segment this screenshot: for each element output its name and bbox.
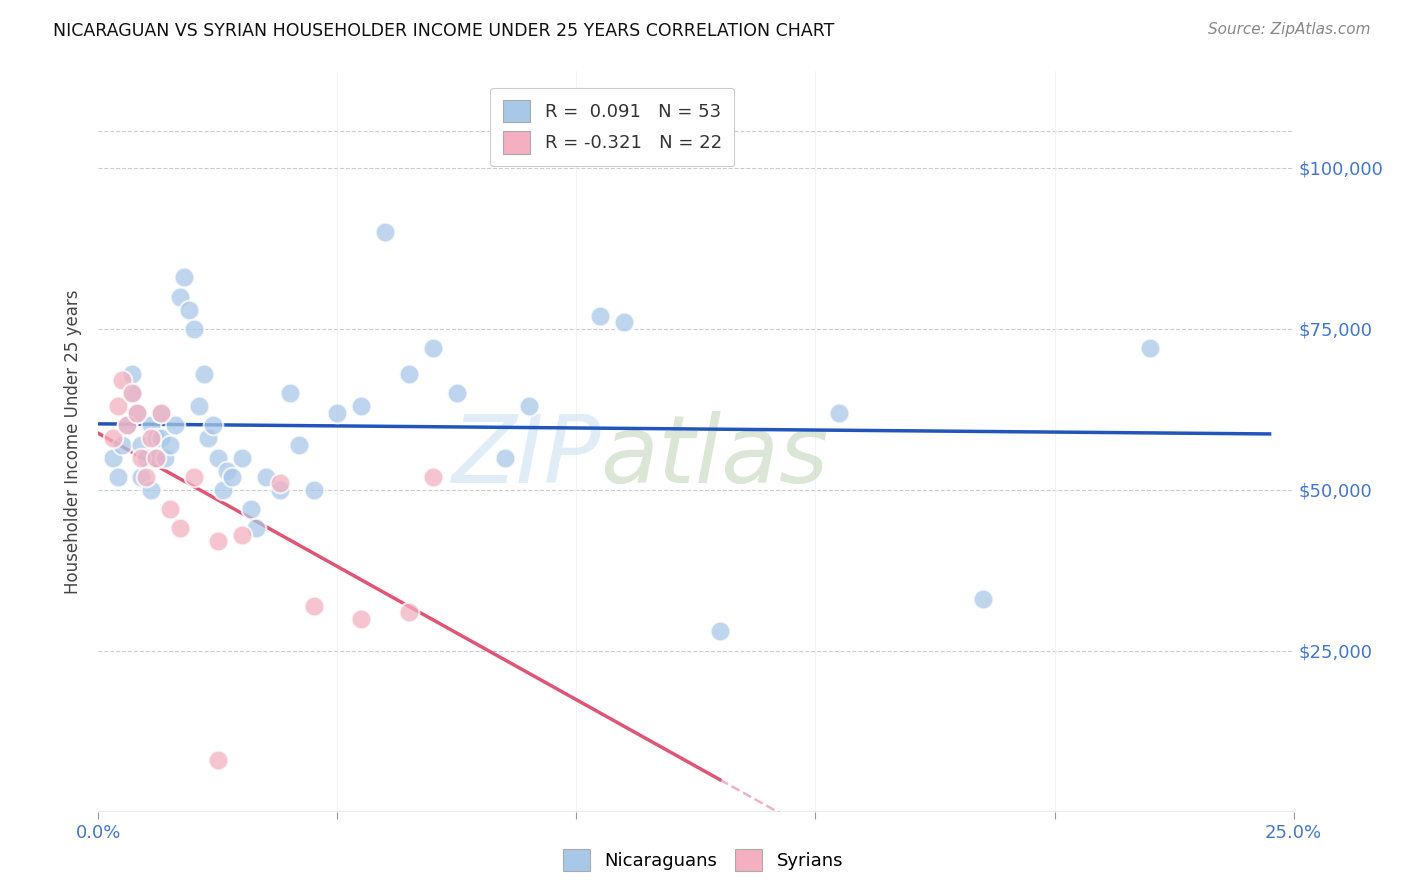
- Point: [149, 406, 172, 420]
- Point: [221, 470, 243, 484]
- Point: [269, 483, 291, 497]
- Point: [197, 431, 219, 445]
- Point: [139, 431, 162, 445]
- Point: [245, 521, 267, 535]
- Point: [207, 450, 229, 465]
- Point: [269, 476, 291, 491]
- Point: [183, 322, 205, 336]
- Point: [207, 534, 229, 549]
- Point: [193, 367, 215, 381]
- Y-axis label: Householder Income Under 25 years: Householder Income Under 25 years: [65, 289, 83, 594]
- Point: [159, 438, 181, 452]
- Point: [169, 290, 191, 304]
- Point: [1139, 341, 1161, 355]
- Point: [202, 418, 225, 433]
- Point: [446, 386, 468, 401]
- Point: [111, 438, 134, 452]
- Point: [131, 450, 153, 465]
- Point: [422, 341, 444, 355]
- Point: [709, 624, 731, 639]
- Point: [121, 386, 143, 401]
- Point: [107, 399, 129, 413]
- Point: [422, 470, 444, 484]
- Point: [125, 406, 148, 420]
- Point: [517, 399, 540, 413]
- Point: [302, 599, 325, 613]
- Point: [187, 399, 209, 413]
- Point: [131, 438, 153, 452]
- Point: [145, 431, 167, 445]
- Point: [278, 386, 301, 401]
- Point: [149, 406, 172, 420]
- Point: [207, 753, 229, 767]
- Point: [288, 438, 311, 452]
- Point: [350, 611, 373, 625]
- Point: [217, 463, 239, 477]
- Point: [302, 483, 325, 497]
- Point: [139, 418, 162, 433]
- Point: [107, 470, 129, 484]
- Point: [145, 450, 167, 465]
- Point: [115, 418, 138, 433]
- Point: [828, 406, 851, 420]
- Point: [350, 399, 373, 413]
- Point: [173, 270, 195, 285]
- Point: [145, 450, 167, 465]
- Point: [398, 367, 420, 381]
- Point: [159, 502, 181, 516]
- Text: NICARAGUAN VS SYRIAN HOUSEHOLDER INCOME UNDER 25 YEARS CORRELATION CHART: NICARAGUAN VS SYRIAN HOUSEHOLDER INCOME …: [53, 22, 835, 40]
- Point: [163, 418, 186, 433]
- Text: ZIP: ZIP: [451, 411, 600, 502]
- Legend: R =  0.091   N = 53, R = -0.321   N = 22: R = 0.091 N = 53, R = -0.321 N = 22: [491, 87, 734, 166]
- Point: [101, 450, 124, 465]
- Point: [398, 605, 420, 619]
- Point: [183, 470, 205, 484]
- Point: [115, 418, 138, 433]
- Point: [125, 406, 148, 420]
- Point: [613, 315, 636, 329]
- Point: [240, 502, 263, 516]
- Point: [155, 450, 177, 465]
- Point: [169, 521, 191, 535]
- Point: [972, 592, 994, 607]
- Point: [135, 450, 157, 465]
- Point: [101, 431, 124, 445]
- Legend: Nicaraguans, Syrians: Nicaraguans, Syrians: [555, 842, 851, 879]
- Point: [589, 309, 612, 323]
- Point: [121, 386, 143, 401]
- Point: [149, 431, 172, 445]
- Point: [374, 225, 396, 239]
- Point: [494, 450, 516, 465]
- Point: [231, 528, 253, 542]
- Point: [121, 367, 143, 381]
- Point: [111, 373, 134, 387]
- Point: [179, 302, 201, 317]
- Point: [231, 450, 253, 465]
- Point: [135, 470, 157, 484]
- Point: [254, 470, 277, 484]
- Text: atlas: atlas: [600, 411, 828, 502]
- Point: [139, 483, 162, 497]
- Point: [131, 470, 153, 484]
- Point: [211, 483, 233, 497]
- Text: Source: ZipAtlas.com: Source: ZipAtlas.com: [1208, 22, 1371, 37]
- Point: [326, 406, 349, 420]
